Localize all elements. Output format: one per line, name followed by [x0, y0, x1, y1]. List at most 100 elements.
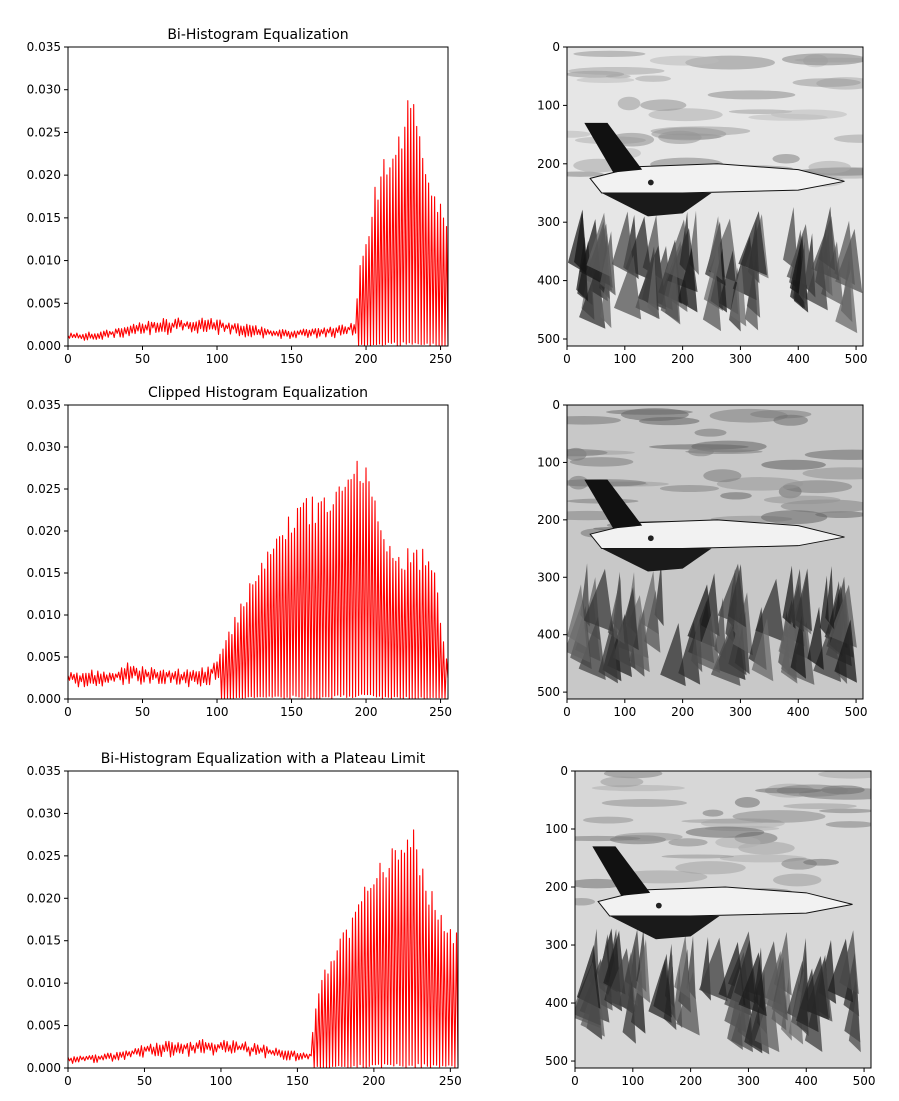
x-tick-label: 100 [621, 1074, 644, 1088]
x-tick-label: 200 [671, 352, 694, 366]
y-tick-label: 0.000 [27, 339, 61, 353]
cloud-streak [707, 90, 796, 100]
y-tick-label: 200 [537, 157, 560, 171]
y-tick-label: 0.010 [27, 976, 61, 990]
x-tick-label: 200 [355, 352, 378, 366]
jet-roundel [647, 179, 654, 186]
x-tick-label: 150 [280, 705, 303, 719]
cloud-streak [773, 873, 822, 887]
image-content [567, 405, 863, 699]
y-tick-label: 0.000 [27, 1061, 61, 1075]
cloud-streak [659, 484, 719, 493]
mountain-ridge [754, 988, 780, 1053]
x-tick-label: 200 [362, 1074, 385, 1088]
jet-wing [601, 548, 712, 572]
axes-frame [566, 404, 864, 700]
x-tick-label: 150 [286, 1074, 309, 1088]
cloud-streak [661, 854, 735, 859]
x-tick-label: 400 [787, 705, 810, 719]
cloud-streak [675, 861, 746, 875]
cloud-streak [783, 803, 857, 810]
mountain-ridge [576, 237, 588, 302]
axes-frame [566, 46, 864, 347]
y-tick-label: 0.030 [27, 83, 61, 97]
x-tick-label: 400 [787, 352, 810, 366]
x-tick-label: 50 [135, 705, 150, 719]
x-tick-label: 250 [439, 1074, 462, 1088]
cloud-streak [569, 457, 634, 467]
mountain-ridge [702, 266, 722, 332]
image-content [575, 771, 871, 1068]
x-tick-label: 300 [737, 1074, 760, 1088]
y-tick-label: 0.025 [27, 849, 61, 863]
y-tick-label: 0.020 [27, 168, 61, 182]
jet-wing [601, 192, 712, 217]
y-tick-label: 500 [545, 1054, 568, 1068]
mountain-ridge [611, 211, 634, 276]
mountain-ridge [795, 968, 819, 1033]
mountain-ridge [834, 220, 855, 286]
y-tick-label: 0 [552, 398, 560, 412]
mountain-ridge [676, 971, 700, 1036]
x-tick-label: 500 [845, 352, 868, 366]
jet-roundel [647, 535, 654, 542]
chart-title: Clipped Histogram Equalization [148, 385, 368, 401]
axes-frame [67, 404, 449, 700]
cloud-streak [651, 127, 727, 141]
x-tick-label: 0 [64, 705, 72, 719]
mountain-ridge [783, 207, 798, 272]
mountain-ridge [707, 216, 723, 281]
y-tick-label: 200 [545, 880, 568, 894]
histogram-chart: Bi-Histogram Equalization 0 50 100 150 200 250… [27, 27, 452, 366]
mountain-ridge [751, 618, 774, 682]
cloud-streak [716, 477, 804, 491]
y-tick-label: 400 [537, 274, 560, 288]
mountain-ridge [839, 930, 859, 995]
mountain-ridge [819, 575, 830, 639]
axes-frame [574, 770, 872, 1069]
y-tick-label: 0.005 [27, 1019, 61, 1033]
cloud-streak [591, 784, 685, 792]
cloud-streak [575, 898, 596, 906]
histogram-line [67, 460, 449, 700]
cloud-streak [702, 809, 724, 817]
axes-frame [67, 770, 459, 1069]
cloud-streak [694, 428, 727, 437]
y-tick-label: 300 [537, 215, 560, 229]
x-tick-label: 0 [64, 352, 72, 366]
mountain-ridge [807, 606, 824, 670]
histogram-line [67, 829, 459, 1069]
y-tick-label: 500 [537, 685, 560, 699]
x-tick-label: 100 [613, 705, 636, 719]
y-tick-label: 0.015 [27, 566, 61, 580]
x-tick-label: 300 [729, 705, 752, 719]
y-tick-label: 300 [545, 938, 568, 952]
chart-title: Bi-Histogram Equalization [167, 27, 348, 43]
mountain-ridge [575, 961, 601, 1026]
y-tick-label: 100 [537, 98, 560, 112]
y-tick-label: 0.025 [27, 482, 61, 496]
cloud-streak [567, 130, 591, 138]
y-tick-label: 200 [537, 513, 560, 527]
histogram-chart: Clipped Histogram Equalization 0 50 100 150 2… [27, 385, 452, 719]
cloud-streak [567, 448, 608, 457]
mountain-ridge [738, 211, 767, 276]
image-content [567, 47, 863, 346]
jet-wing [609, 916, 720, 940]
x-tick-label: 0 [563, 352, 571, 366]
y-tick-label: 0.035 [27, 764, 61, 778]
x-tick-label: 0 [64, 1074, 72, 1088]
y-tick-label: 0 [560, 764, 568, 778]
mountain-ridge [835, 268, 858, 334]
jet-tail [584, 479, 643, 529]
cloud-streak [681, 818, 782, 824]
cloud-streak [808, 160, 851, 174]
mountain-ridge [789, 568, 805, 632]
cloud-streak [703, 469, 742, 483]
mountain-ridge [825, 566, 835, 630]
x-tick-label: 200 [671, 705, 694, 719]
cloud-streak [763, 495, 841, 505]
